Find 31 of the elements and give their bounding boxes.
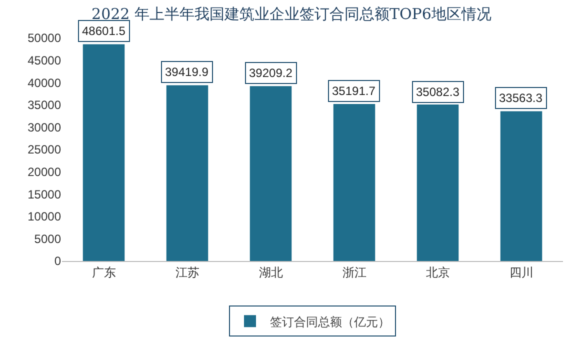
y-tick-label: 50000 bbox=[28, 31, 62, 46]
y-tick-label: 35000 bbox=[28, 98, 62, 112]
data-label: 48601.5 bbox=[82, 24, 126, 38]
data-label: 35082.3 bbox=[416, 85, 460, 99]
chart-title: 2022 年上半年我国建筑业企业签订合同总额TOP6地区情况 bbox=[92, 5, 492, 24]
y-tick-label: 5000 bbox=[34, 232, 62, 246]
bar bbox=[416, 104, 459, 261]
bar bbox=[82, 44, 125, 261]
bar bbox=[250, 86, 292, 261]
data-label: 39419.9 bbox=[165, 65, 209, 79]
legend-label: 签订合同总额（亿元） bbox=[270, 314, 390, 329]
y-tick-label: 20000 bbox=[28, 165, 62, 179]
x-tick-label: 湖北 bbox=[258, 265, 283, 280]
x-tick-label: 北京 bbox=[426, 265, 450, 280]
y-tick-label: 15000 bbox=[28, 187, 62, 202]
x-tick-label: 广东 bbox=[92, 265, 116, 280]
x-tick-label: 四川 bbox=[509, 265, 534, 280]
y-tick-label: 25000 bbox=[28, 142, 62, 157]
y-tick-label: 45000 bbox=[28, 54, 62, 68]
data-label: 39209.2 bbox=[249, 66, 293, 80]
data-label: 35191.7 bbox=[332, 84, 376, 98]
bar bbox=[500, 111, 542, 261]
bar bbox=[333, 104, 376, 261]
x-tick-label: 浙江 bbox=[342, 265, 366, 280]
y-tick-label: 0 bbox=[54, 254, 62, 268]
bar bbox=[166, 85, 208, 261]
data-label: 33563.3 bbox=[499, 91, 543, 105]
y-tick-label: 30000 bbox=[28, 120, 62, 134]
y-tick-label: 40000 bbox=[28, 76, 62, 90]
y-tick-label: 10000 bbox=[28, 210, 62, 224]
x-tick-label: 江苏 bbox=[175, 265, 200, 280]
